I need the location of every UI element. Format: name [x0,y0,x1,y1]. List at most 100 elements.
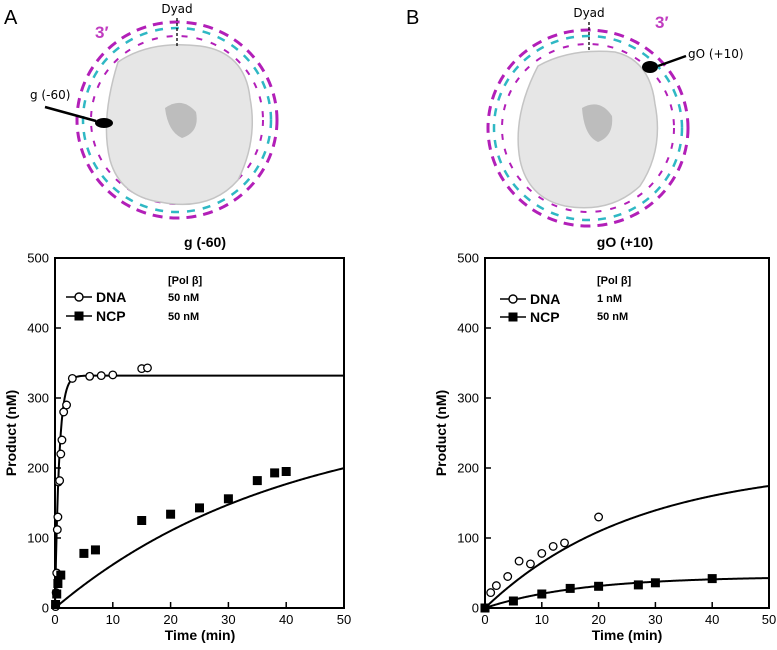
point-dna [594,512,604,522]
lesion-pointer-arrow [44,105,97,123]
chart-title: gO (+10) [597,234,653,250]
point-dna [62,400,72,410]
point-dna [525,559,535,569]
three-prime-label: 3′ [655,13,669,32]
point-dna [53,512,63,522]
nucleosome-illustration-a: Dyad 3′ g (-60) [30,2,279,220]
point-ncp [137,516,147,525]
point-ncp [79,548,89,558]
legend-marker-dna [74,292,84,302]
y-tick-label: 400 [457,321,479,336]
point-dna [108,370,118,380]
panel-letter-b: B [406,7,419,29]
point-ncp [565,583,575,593]
y-tick-label: 100 [457,531,479,546]
point-dna [57,435,67,445]
dna-strand-magenta [75,20,279,220]
point-dna [548,541,558,551]
lesion-site-label: g (-60) [30,88,70,102]
point-dna [514,556,524,566]
legend-name-ncp: NCP [530,309,560,325]
point-dna [55,476,65,486]
dna-strand-cyan [492,34,684,222]
y-tick-label: 200 [27,461,49,476]
point-dna [52,525,62,535]
x-axis-label: Time (min) [592,627,663,643]
legend: [Pol β] DNA 50 nM NCP 50 nM [66,275,203,324]
x-tick-label: 0 [51,612,58,627]
panel-b-structure: B Dyad 3′ gO (+10) [406,6,744,228]
point-ncp [195,503,204,513]
dna-strand-magenta-inner [501,43,675,213]
y-tick-label: 0 [42,601,49,616]
fit-curves [54,374,345,609]
y-tick-label: 300 [457,391,479,406]
panel-letter-a: A [4,7,18,29]
point-ncp [166,509,176,519]
y-axis-label: Product (nM) [433,390,449,476]
lesion-site-marker [95,118,113,128]
legend-header: [Pol β] [168,275,203,287]
point-dna [85,371,95,381]
point-ncp [480,603,490,613]
legend-marker-dna [508,294,518,304]
fit-curve-dna [54,374,344,609]
x-axis-label: Time (min) [165,627,236,643]
dyad-label: Dyad [161,2,192,16]
point-ncp [650,578,660,588]
legend-name-dna: DNA [530,291,560,307]
point-dna [503,572,513,581]
point-ncp [90,545,100,555]
legend-conc-ncp: 50 nM [597,311,628,323]
nucleosome-illustration-b: Dyad 3′ gO (+10) [486,6,744,228]
fit-curves [484,484,770,609]
y-tick-label: 200 [457,461,479,476]
point-ncp [56,570,66,580]
legend-name-dna: DNA [96,289,126,305]
point-ncp [53,579,63,588]
point-ncp [223,494,233,504]
lesion-site-marker [642,61,658,73]
y-tick-label: 500 [457,251,479,266]
point-dna [56,449,66,459]
point-ncp [537,589,547,599]
x-tick-label: 40 [279,612,293,627]
panel-a-structure: A Dyad 3′ g (-60) [4,2,279,220]
dyad-label: Dyad [573,6,604,20]
dna-strand-magenta [486,28,690,228]
point-ncp [51,600,61,609]
x-tick-label: 10 [106,612,120,627]
legend-marker-ncp [74,311,84,321]
legend-conc-ncp: 50 nM [168,311,199,323]
chart-title: g (-60) [184,234,226,250]
point-dna [537,548,547,558]
x-tick-label: 10 [535,612,549,627]
point-ncp [508,596,518,606]
legend-conc-dna: 50 nM [168,292,199,304]
point-ncp [281,467,291,476]
point-dna [560,538,569,548]
three-prime-label: 3′ [95,23,109,42]
x-tick-label: 30 [221,612,235,627]
x-tick-label: 50 [337,612,351,627]
fit-curve-dna [484,484,770,609]
histone-surface-cleft [165,102,197,138]
data-points [51,363,291,612]
point-ncp [633,580,643,590]
x-tick-label: 20 [591,612,605,627]
plot-frame [484,257,770,609]
lesion-pointer-arrow [657,54,687,68]
x-tick-label: 40 [705,612,719,627]
point-ncp [707,574,717,584]
legend-header: [Pol β] [597,275,632,287]
legend: [Pol β] DNA 1 nM NCP 50 nM [500,275,632,325]
x-tick-label: 50 [762,612,776,627]
point-ncp [594,581,604,591]
fit-curve-ncp [484,577,770,609]
y-tick-label: 300 [27,391,49,406]
point-dna [143,363,152,373]
point-dna [486,588,496,598]
point-ncp [252,476,262,486]
